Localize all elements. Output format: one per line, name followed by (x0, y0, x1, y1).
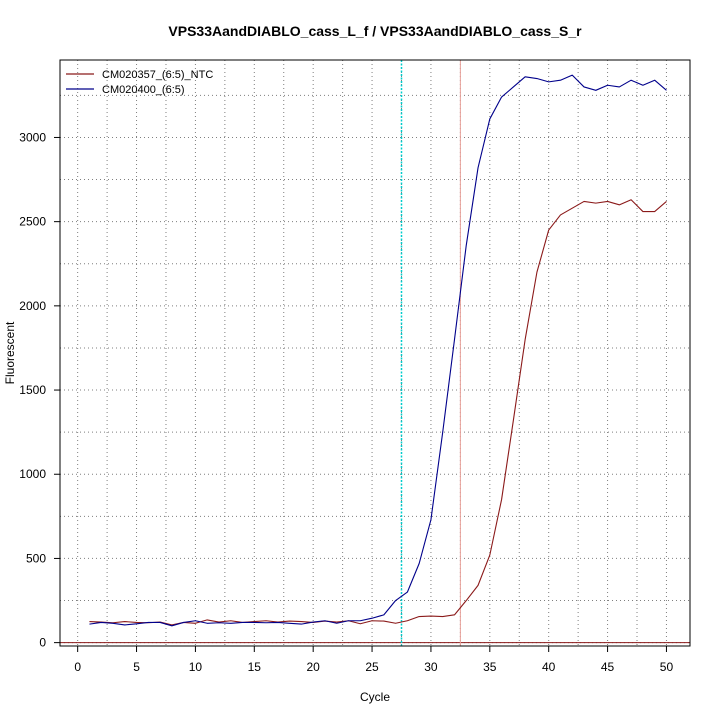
x-tick-label: 0 (74, 660, 81, 674)
y-tick-label: 0 (39, 636, 46, 650)
x-tick-label: 40 (542, 660, 556, 674)
x-tick-label: 25 (365, 660, 379, 674)
chart-title: VPS33AandDIABLO_cass_L_f / VPS33AandDIAB… (168, 23, 582, 39)
y-tick-label: 1000 (19, 467, 46, 481)
x-tick-label: 50 (660, 660, 674, 674)
y-axis-label: Fluorescent (3, 321, 17, 384)
y-axis: 0 500 1000 1500 2000 2500 3000 (19, 130, 61, 650)
legend: CM020357_(6:5)_NTC CM020400_(6:5) (66, 69, 213, 96)
series-line-2 (89, 74, 667, 627)
series-layer (89, 74, 667, 627)
y-tick-label: 1500 (19, 383, 46, 397)
x-tick-label: 30 (424, 660, 438, 674)
legend-label-2: CM020400_(6:5) (102, 84, 185, 96)
x-tick-label: 5 (133, 660, 140, 674)
y-tick-label: 2500 (19, 215, 46, 229)
x-tick-label: 35 (483, 660, 497, 674)
x-axis: 0 5 10 15 20 25 30 35 40 45 50 (74, 645, 674, 674)
x-tick-label: 20 (306, 660, 320, 674)
x-tick-label: 10 (189, 660, 203, 674)
reference-lines (60, 60, 690, 646)
x-axis-label: Cycle (360, 690, 390, 704)
y-tick-label: 2000 (19, 299, 46, 313)
x-tick-label: 45 (601, 660, 615, 674)
y-tick-label: 500 (26, 551, 46, 565)
legend-label-1: CM020357_(6:5)_NTC (102, 69, 213, 81)
y-tick-label: 3000 (19, 130, 46, 144)
x-tick-label: 15 (248, 660, 262, 674)
